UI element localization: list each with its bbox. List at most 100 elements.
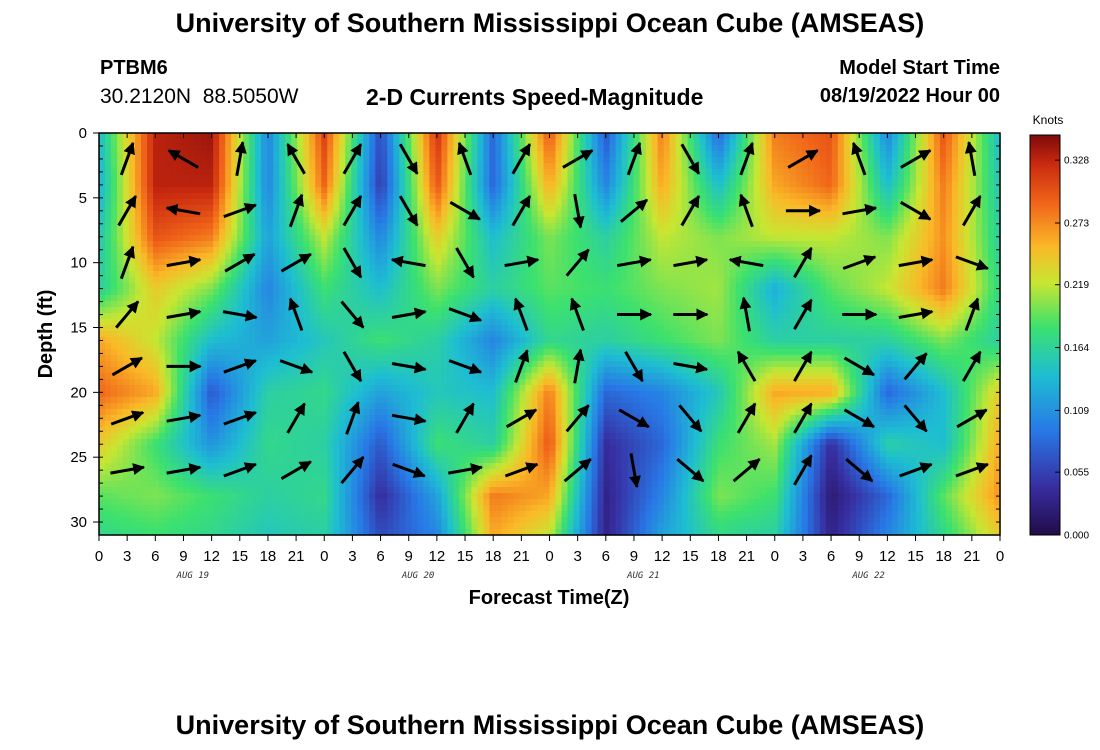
heatmap-cell <box>333 145 340 152</box>
heatmap-cell <box>537 229 545 236</box>
heatmap-cell <box>957 289 965 296</box>
heatmap-cell <box>759 241 767 248</box>
heatmap-cell <box>927 301 935 308</box>
heatmap-cell <box>195 133 202 140</box>
heatmap-cell <box>495 205 503 212</box>
heatmap-cell <box>429 133 436 140</box>
heatmap-cell <box>849 187 857 194</box>
heatmap-cell <box>333 271 340 278</box>
heatmap-cell <box>699 271 707 278</box>
heatmap-cell <box>561 247 569 254</box>
heatmap-cell <box>771 283 779 290</box>
heatmap-cell <box>213 301 220 308</box>
heatmap-cell <box>651 145 659 152</box>
heatmap-cell <box>825 211 833 218</box>
heatmap-cell <box>837 133 845 140</box>
heatmap-cell <box>603 169 611 176</box>
heatmap-cell <box>201 133 208 140</box>
heatmap-cell <box>807 259 815 266</box>
heatmap-cell <box>369 217 376 224</box>
heatmap-cell <box>891 265 899 272</box>
heatmap-cell <box>105 235 112 242</box>
heatmap-cell <box>639 211 647 218</box>
heatmap-cell <box>495 223 503 230</box>
heatmap-cell <box>363 211 370 218</box>
heatmap-cell <box>171 325 178 332</box>
heatmap-cell <box>543 169 551 176</box>
heatmap-cell <box>153 163 160 170</box>
heatmap-cell <box>597 253 605 260</box>
heatmap-cell <box>387 265 394 272</box>
heatmap-cell <box>621 133 629 140</box>
heatmap-cell <box>201 283 208 290</box>
heatmap-cell <box>519 229 527 236</box>
heatmap-cell <box>219 253 226 260</box>
heatmap-cell <box>309 205 316 212</box>
heatmap-cell <box>543 187 551 194</box>
heatmap-cell <box>453 157 460 164</box>
heatmap-cell <box>213 325 220 332</box>
heatmap-cell <box>243 181 250 188</box>
heatmap-cell <box>951 175 959 182</box>
heatmap-cell <box>513 193 521 200</box>
heatmap-cell <box>129 289 136 296</box>
heatmap-cell <box>981 283 989 290</box>
heatmap-cell <box>165 175 172 182</box>
heatmap-cell <box>939 223 947 230</box>
heatmap-cell <box>777 259 785 266</box>
heatmap-cell <box>873 307 881 314</box>
heatmap-cell <box>555 295 563 302</box>
heatmap-cell <box>675 211 683 218</box>
heatmap-cell <box>501 163 509 170</box>
heatmap-cell <box>777 247 785 254</box>
heatmap-cell <box>897 241 905 248</box>
heatmap-cell <box>855 277 863 284</box>
heatmap-cell <box>159 193 166 200</box>
heatmap-cell <box>909 193 917 200</box>
heatmap-cell <box>639 295 647 302</box>
heatmap-cell <box>447 205 454 212</box>
heatmap-cell <box>615 325 623 332</box>
heatmap-cell <box>855 217 863 224</box>
heatmap-cell <box>591 157 599 164</box>
heatmap-cell <box>507 145 515 152</box>
heatmap-cell <box>909 211 917 218</box>
heatmap-cell <box>327 247 334 254</box>
heatmap-cell <box>423 169 430 176</box>
heatmap-cell <box>345 247 352 254</box>
heatmap-cell <box>639 319 647 326</box>
heatmap-cell <box>543 289 551 296</box>
heatmap-cell <box>771 181 779 188</box>
heatmap-cell <box>465 295 473 302</box>
heatmap-cell <box>669 163 677 170</box>
heatmap-cell <box>849 229 857 236</box>
heatmap-cell <box>519 157 527 164</box>
heatmap-cell <box>459 175 467 182</box>
heatmap-cell <box>129 223 136 230</box>
heatmap-cell <box>627 325 635 332</box>
heatmap-cell <box>507 241 515 248</box>
heatmap-cell <box>849 325 857 332</box>
heatmap-cell <box>663 145 671 152</box>
heatmap-cell <box>429 295 436 302</box>
heatmap-cell <box>801 259 809 266</box>
heatmap-cell <box>609 151 617 158</box>
heatmap-cell <box>903 133 911 140</box>
heatmap-cell <box>777 139 785 146</box>
heatmap-cell <box>177 295 184 302</box>
heatmap-cell <box>465 307 473 314</box>
heatmap-cell <box>777 175 785 182</box>
heatmap-cell <box>339 241 346 248</box>
heatmap-cell <box>687 271 695 278</box>
heatmap-cell <box>387 247 394 254</box>
heatmap-cell <box>759 169 767 176</box>
heatmap-cell <box>525 169 533 176</box>
heatmap-cell <box>795 211 803 218</box>
heatmap-cell <box>501 229 509 236</box>
heatmap-cell <box>771 163 779 170</box>
heatmap-cell <box>759 223 767 230</box>
heatmap-cell <box>501 277 509 284</box>
heatmap-cell <box>723 157 731 164</box>
heatmap-cell <box>903 241 911 248</box>
heatmap-cell <box>273 235 280 242</box>
